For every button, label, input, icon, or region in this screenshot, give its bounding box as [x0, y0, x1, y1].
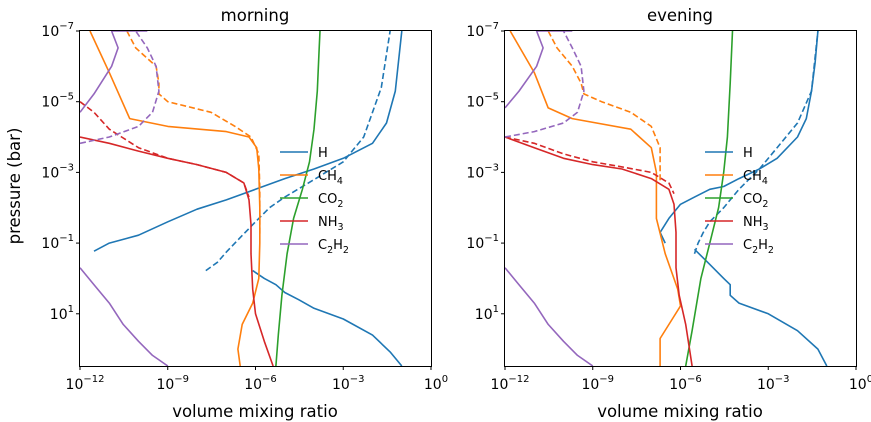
series-line-c2h2-dashed	[505, 31, 585, 138]
series-line-c2h2-dashed	[80, 31, 160, 145]
series-line-h-solid	[693, 248, 828, 366]
y-tick-label: 101	[50, 304, 74, 323]
y-ticks: 10−7 10−5 10−3 10−1 101	[466, 21, 505, 323]
y-axis-title: pressure (bar)	[5, 128, 24, 245]
legend-label-nh3: NH3	[743, 215, 769, 233]
series-line-nh3-solid	[505, 136, 693, 366]
y-ticks: 10−7 10−5 10−3 10−1 101	[41, 21, 80, 323]
plot-lines	[505, 31, 828, 366]
series-line-nh3-dashed	[80, 101, 250, 198]
x-tick-label: 10−6	[669, 374, 702, 393]
legend-label-ch4: CH4	[743, 169, 768, 187]
y-tick-label: 10−5	[41, 92, 74, 111]
series-line-h-solid	[252, 269, 403, 366]
series-line-h-dashed	[205, 31, 391, 272]
x-tick-label: 10−3	[332, 374, 365, 393]
legend-label-co2: CO2	[743, 192, 768, 210]
y-tick-label: 10−3	[41, 162, 74, 181]
plot-lines	[80, 31, 403, 366]
series-line-nh3-dashed	[505, 136, 675, 195]
panel-title: evening	[647, 6, 713, 25]
x-ticks: 10−12 10−9 10−6 10−3 100	[66, 366, 448, 393]
series-line-co2-solid	[684, 31, 734, 366]
x-tick-label: 100	[424, 374, 448, 393]
legend-label-ch4: CH4	[318, 169, 343, 187]
x-tick-label: 10−9	[581, 374, 614, 393]
series-line-co2-solid	[275, 31, 321, 366]
y-tick-label: 101	[475, 304, 499, 323]
series-line-c2h2-solid	[505, 31, 573, 109]
x-axis-title: volume mixing ratio	[597, 402, 763, 421]
y-tick-label: 10−7	[41, 21, 74, 40]
plot-frame	[504, 30, 857, 367]
legend-label-h: H	[743, 146, 753, 161]
series-line-h-solid	[93, 31, 403, 252]
series-line-ch4-dashed	[547, 31, 661, 183]
y-tick-label: 10−5	[466, 92, 499, 111]
legend-label-co2: CO2	[318, 192, 343, 210]
series-line-ch4-dashed	[126, 31, 261, 236]
series-line-h-dashed	[693, 31, 819, 254]
x-tick-label: 10−9	[156, 374, 189, 393]
x-ticks: 10−12 10−9 10−6 10−3 100	[491, 366, 871, 393]
panel-title: morning	[221, 6, 290, 25]
panel-morning: morning 10−12 10−9 10−6 10−3 100 10−710−510−…	[41, 6, 448, 421]
x-axis-title: volume mixing ratio	[172, 402, 338, 421]
series-line-ch4-solid	[509, 31, 682, 366]
legend: H CH4 CO2 NH3 C2H2	[280, 146, 349, 256]
x-tick-label: 10−12	[491, 374, 530, 393]
x-tick-label: 10−12	[66, 374, 105, 393]
y-tick-label: 10−1	[466, 233, 499, 252]
series-line-ch4-solid	[89, 31, 261, 366]
legend-label-c2h2: C2H2	[318, 238, 349, 256]
series-line-c2h2-solid	[80, 267, 169, 366]
x-tick-label: 100	[849, 374, 871, 393]
series-line-nh3-solid	[80, 136, 274, 366]
legend: H CH4 CO2 NH3 C2H2	[705, 146, 774, 256]
x-tick-label: 10−6	[244, 374, 277, 393]
y-tick-label: 10−1	[41, 233, 74, 252]
legend-label-c2h2: C2H2	[743, 238, 774, 256]
y-tick-label: 10−7	[466, 21, 499, 40]
series-line-h-solid	[659, 31, 819, 244]
x-tick-label: 10−3	[757, 374, 790, 393]
panel-evening: evening 10−12 10−9 10−6 10−3 100 10−710−510−…	[466, 6, 871, 421]
legend-label-nh3: NH3	[318, 215, 344, 233]
y-tick-label: 10−3	[466, 162, 499, 181]
legend-label-h: H	[318, 146, 328, 161]
series-line-c2h2-solid	[80, 31, 148, 113]
series-line-c2h2-solid	[505, 267, 594, 366]
